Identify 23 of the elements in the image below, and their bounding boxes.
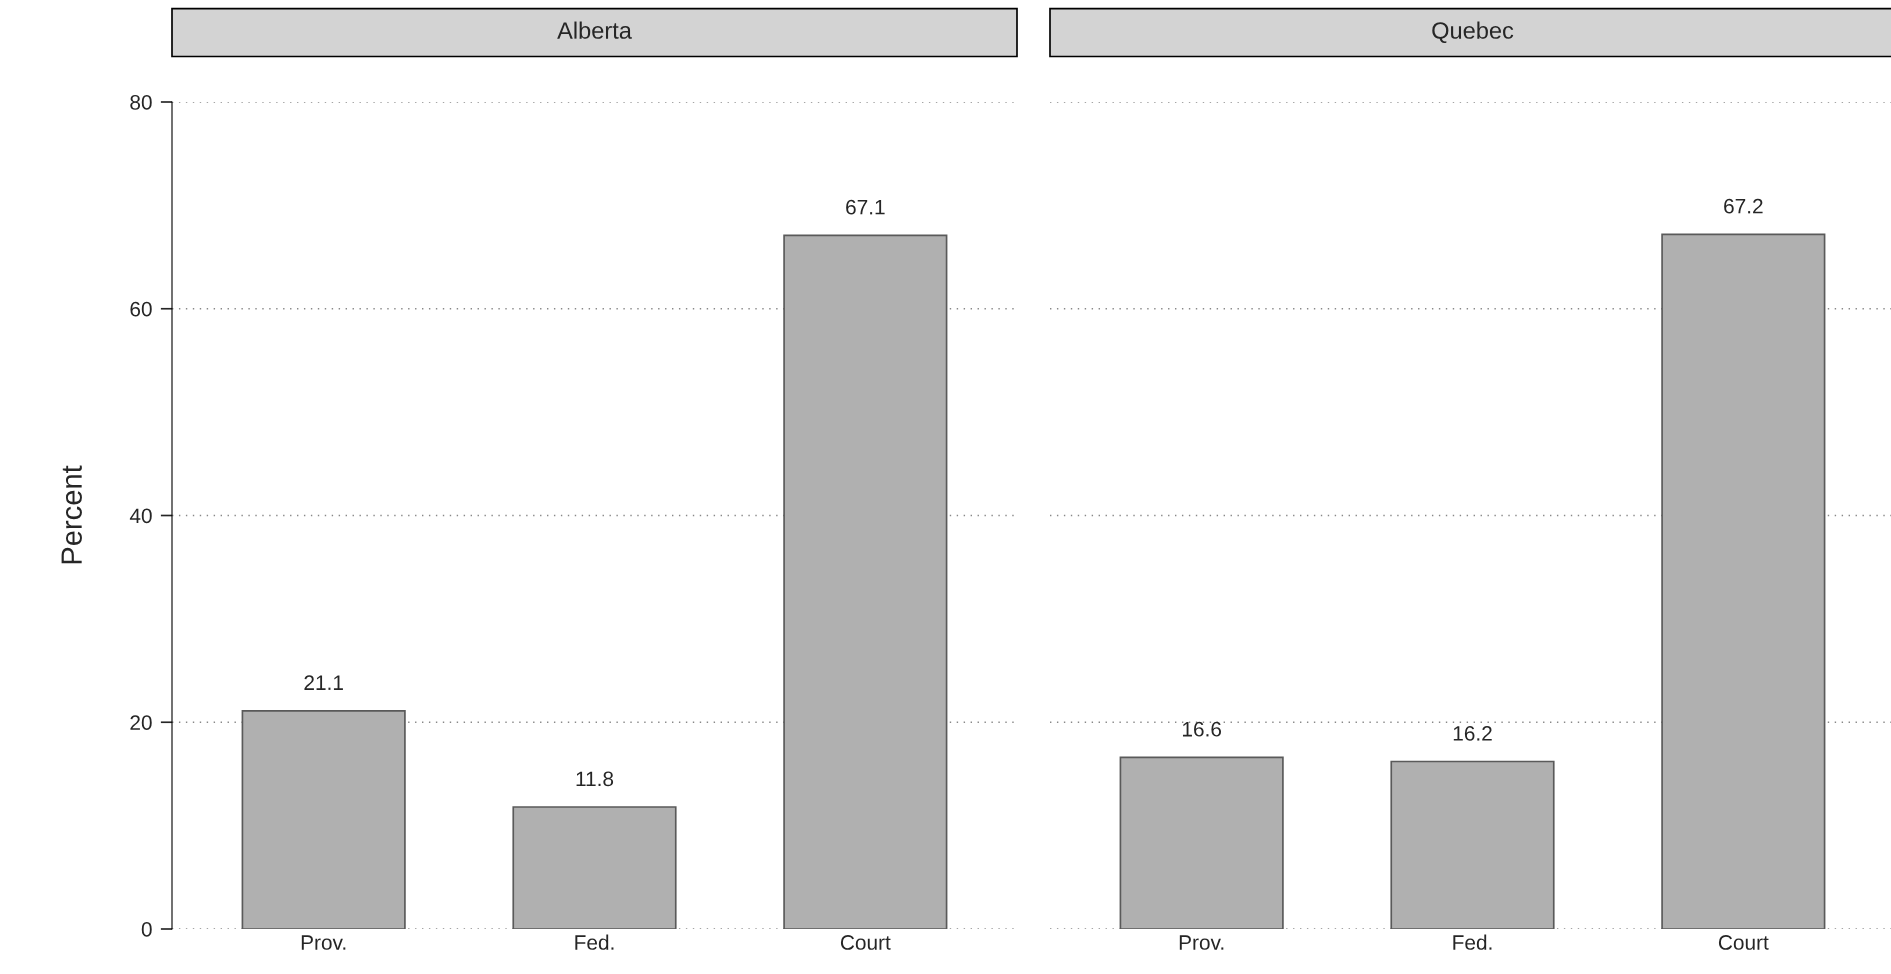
data-label: 16.2 xyxy=(1453,726,1492,741)
x-tick-label: Prov. xyxy=(301,935,346,950)
bar xyxy=(512,806,677,929)
bar xyxy=(783,234,948,929)
x-tick-label: Prov. xyxy=(1179,935,1224,950)
x-tick-label: Court xyxy=(840,935,891,950)
chart-title: Alberta xyxy=(557,21,632,39)
x-tick-label: Court xyxy=(1718,935,1769,950)
y-tick-label: 80 xyxy=(130,95,152,110)
x-tick-label: Fed. xyxy=(575,934,614,950)
bar xyxy=(241,710,406,929)
y-axis-title: Percent xyxy=(61,465,82,564)
data-label: 67.1 xyxy=(846,199,885,215)
data-label: 67.2 xyxy=(1724,198,1763,214)
data-label: 21.1 xyxy=(304,675,343,690)
y-tick-label: 60 xyxy=(130,301,152,317)
y-tick-label: 20 xyxy=(130,715,152,730)
x-tick-label: Fed. xyxy=(1453,934,1492,950)
chart-title: Quebec xyxy=(1432,21,1514,44)
y-tick-label: 40 xyxy=(129,508,152,524)
data-label: 16.6 xyxy=(1182,721,1222,737)
data-label: 11.8 xyxy=(576,771,614,787)
y-tick-label: 0 xyxy=(141,922,152,937)
